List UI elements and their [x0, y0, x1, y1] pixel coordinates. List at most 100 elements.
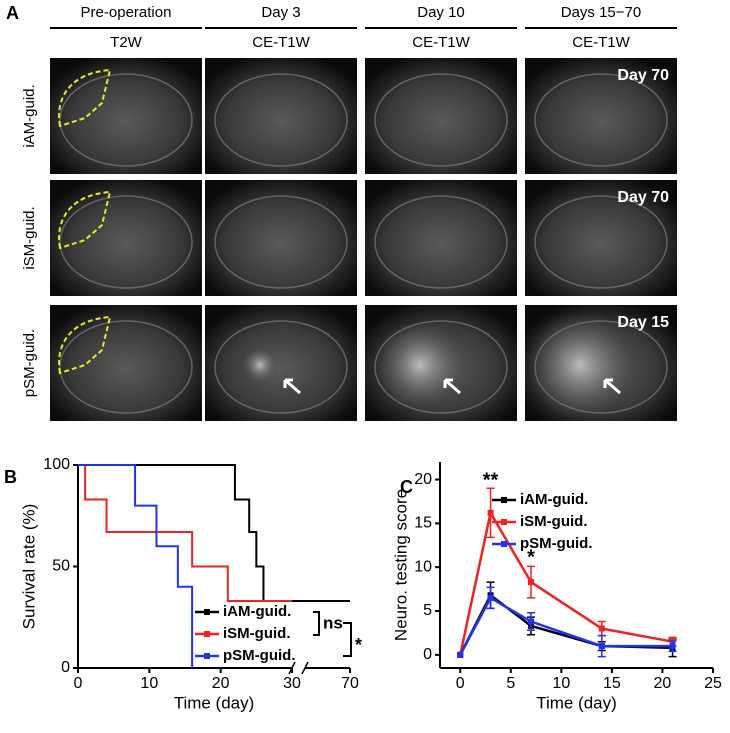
- mri-image: [50, 180, 202, 296]
- brain: [59, 195, 193, 289]
- panel-letter: B: [4, 467, 17, 487]
- legend-marker: [501, 497, 507, 503]
- survival-line: [78, 464, 292, 603]
- y-axis-label: Neuro. testing score: [391, 489, 410, 641]
- legend-label: iSM-guid.: [223, 625, 291, 642]
- panel-a: A Pre-operation T2W Day 3 CE-T1W Day 10 CE-T1W…: [6, 3, 677, 421]
- tumor: [242, 347, 278, 383]
- x-tick-label: 10: [140, 675, 158, 692]
- marker: [669, 643, 676, 650]
- brain: [374, 195, 508, 289]
- marker: [528, 579, 534, 586]
- annotation: *: [355, 635, 362, 655]
- x-tick-label: 10: [552, 675, 570, 692]
- x-tick-label: 70: [341, 675, 359, 692]
- legend-marker: [204, 609, 210, 615]
- tumor: [375, 320, 465, 410]
- legend-marker: [204, 653, 210, 659]
- brain: [214, 73, 348, 167]
- row-label: iAM-guid.: [21, 84, 38, 147]
- y-tick-label: 0: [423, 646, 432, 663]
- legend-marker: [501, 541, 507, 547]
- bracket: [313, 611, 320, 636]
- annotation: *: [527, 547, 535, 569]
- x-tick-label: 15: [603, 675, 621, 692]
- x-tick-label: 0: [74, 675, 83, 692]
- marker: [457, 651, 464, 658]
- brain: [534, 195, 668, 289]
- column-time: Days 15−70: [561, 4, 641, 21]
- x-axis-label: Time (day): [536, 693, 617, 712]
- column-sequence: CE-T1W: [572, 34, 630, 51]
- brain: [59, 73, 193, 167]
- legend-marker: [204, 631, 210, 637]
- y-tick-label: 10: [414, 558, 432, 575]
- x-axis-label: Time (day): [174, 693, 255, 712]
- x-tick-label: 0: [456, 675, 465, 692]
- y-tick-label: 100: [43, 456, 70, 473]
- y-tick-label: 5: [423, 602, 432, 619]
- marker: [487, 594, 494, 601]
- image-label: Day 70: [617, 67, 669, 84]
- marker: [487, 509, 494, 516]
- mri-image: [205, 58, 357, 174]
- lesion-outline: [58, 190, 112, 250]
- column-sequence: CE-T1W: [412, 34, 470, 51]
- legend-label: iAM-guid.: [520, 491, 588, 508]
- x-tick-label: 25: [704, 675, 722, 692]
- mri-image: [365, 58, 517, 174]
- survival-line: [78, 464, 350, 603]
- column-time: Day 10: [417, 4, 465, 21]
- mri-image: [365, 180, 517, 296]
- column-time: Pre-operation: [81, 4, 172, 21]
- marker: [598, 643, 605, 650]
- bracket: [343, 622, 352, 657]
- row-label: iSM-guid.: [21, 206, 38, 269]
- legend-label: pSM-guid.: [223, 647, 295, 664]
- marker: [598, 625, 605, 632]
- x-tick-label: 20: [212, 675, 230, 692]
- panel-letter: A: [6, 3, 19, 23]
- column-sequence: CE-T1W: [252, 34, 310, 51]
- y-tick-label: 15: [414, 515, 432, 532]
- mri-image: [205, 180, 357, 296]
- annotation: **: [483, 470, 499, 492]
- column-time: Day 3: [261, 4, 300, 21]
- x-tick-label: 5: [506, 675, 515, 692]
- legend-label: pSM-guid.: [520, 535, 592, 552]
- legend-label: iAM-guid.: [223, 603, 291, 620]
- mri-image: [525, 180, 677, 296]
- legend-label: iSM-guid.: [520, 513, 588, 530]
- row-label: pSM-guid.: [21, 329, 38, 397]
- legend-marker: [501, 519, 507, 525]
- x-tick-label: 30: [283, 675, 301, 692]
- y-tick-label: 50: [52, 558, 70, 575]
- tumor: [525, 310, 635, 420]
- y-axis-label: Survival rate (%): [19, 504, 38, 630]
- mri-image: [50, 58, 202, 174]
- image-label: Day 70: [617, 189, 669, 206]
- lesion-outline: [58, 68, 112, 128]
- panel-b: 0 10 20 30 70 0 50 100 Time (day) Survival rate (…: [4, 456, 362, 712]
- arrow: [283, 378, 301, 395]
- survival-line: [78, 464, 194, 668]
- brain: [214, 320, 348, 414]
- marker: [528, 618, 534, 625]
- x-tick-label: 20: [654, 675, 672, 692]
- brain: [214, 195, 348, 289]
- column-sequence: T2W: [110, 34, 143, 51]
- y-tick-label: 0: [61, 659, 70, 676]
- arrow: [603, 378, 621, 395]
- y-tick-label: 20: [414, 471, 432, 488]
- mri-image: [205, 305, 357, 421]
- brain: [534, 73, 668, 167]
- panel-c: 0 5 10 15 20 25 0 5 10 15 20 Time (day) Neuro. testi…: [391, 462, 722, 712]
- brain: [59, 320, 193, 414]
- brain: [374, 73, 508, 167]
- mri-image: [50, 305, 202, 421]
- brain: [374, 320, 508, 414]
- panel-letter: C: [400, 477, 413, 497]
- lesion-outline: [58, 315, 112, 375]
- image-label: Day 15: [617, 314, 669, 331]
